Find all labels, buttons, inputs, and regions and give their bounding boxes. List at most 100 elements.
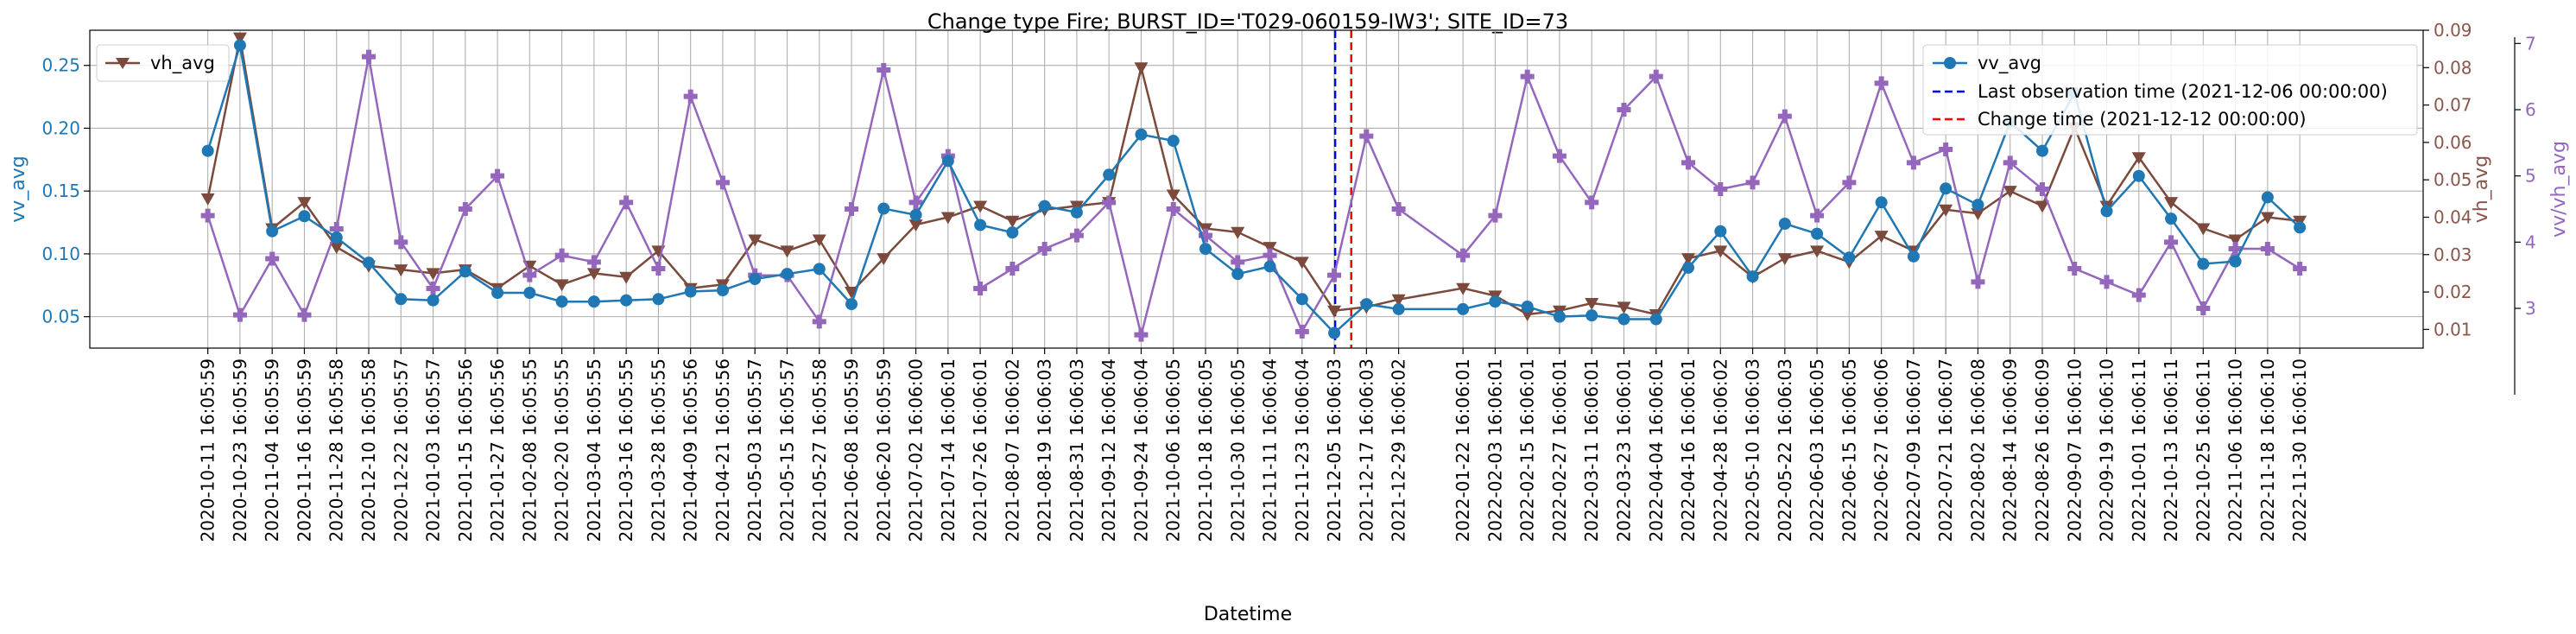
data-point-vv-vh-avg <box>1842 175 1857 190</box>
data-point-vv-vh-avg <box>2260 242 2275 256</box>
data-point-vv-vh-avg <box>812 314 826 329</box>
data-point-vv-avg <box>1907 250 1920 263</box>
x-tick-label: 2022-01-22 16:06:01 <box>1453 358 1473 542</box>
x-tick-label: 2022-02-03 16:06:01 <box>1484 358 1505 542</box>
data-point-vv-vh-avg <box>1906 155 1921 170</box>
y-axis-label-vv-vh-avg: vv/vh_avg <box>2548 141 2570 238</box>
x-tick-label: 2021-05-27 16:05:58 <box>809 358 830 542</box>
axes: 2020-10-11 16:05:59 2020-10-23 16:05:59 20… <box>41 20 2535 542</box>
data-point-vv-vh-avg <box>683 89 698 104</box>
x-tick-label: 2022-03-11 16:06:01 <box>1581 358 1602 542</box>
x-tick-label: 2022-02-27 16:06:01 <box>1549 358 1570 542</box>
x-tick-label: 2020-11-16 16:05:59 <box>294 358 314 542</box>
data-point-vv-vh-avg <box>361 49 376 64</box>
x-tick-label: 2022-02-15 16:06:01 <box>1517 358 1538 542</box>
x-tick-label: 2021-12-29 16:06:02 <box>1389 358 1409 542</box>
x-tick-label: 2022-05-10 16:06:03 <box>1743 358 1763 542</box>
data-point-vv-vh-avg <box>1102 195 1117 210</box>
data-point-vv-avg <box>620 294 633 307</box>
data-point-vv-vh-avg <box>1037 242 1052 256</box>
x-tick-label: 2022-08-02 16:06:08 <box>1967 358 1988 542</box>
data-point-vv-vh-avg <box>2228 242 2243 256</box>
data-point-vh-avg <box>1681 253 1696 266</box>
y-tick-label-vh-avg: 0.03 <box>2434 244 2472 265</box>
data-point-vh-avg <box>586 268 601 281</box>
legend-marker-vh-avg <box>116 58 130 69</box>
data-point-vv-vh-avg <box>522 268 537 282</box>
data-point-vh-avg <box>297 197 312 210</box>
data-point-vh-avg <box>2003 186 2017 199</box>
data-point-vh-avg <box>877 253 891 266</box>
data-point-vv-vh-avg <box>2035 182 2049 196</box>
legend-right: vv_avg Last observation time (2021-12-06… <box>1922 44 2418 136</box>
data-point-vv-avg <box>2294 221 2307 234</box>
x-tick-label: 2022-04-16 16:06:01 <box>1678 358 1699 542</box>
x-tick-label: 2020-12-22 16:05:57 <box>390 358 411 542</box>
data-point-vv-avg <box>974 219 987 231</box>
x-tick-label: 2021-07-02 16:06:00 <box>906 358 927 542</box>
data-point-vv-vh-avg <box>1585 195 1599 210</box>
data-point-vv-vh-avg <box>877 63 891 77</box>
data-point-vv-avg <box>2197 257 2210 270</box>
data-point-vh-avg <box>1231 226 1245 239</box>
data-point-vv-vh-avg <box>2196 301 2211 315</box>
x-tick-label: 2021-05-03 16:05:57 <box>744 358 765 542</box>
data-point-vv-vh-avg <box>1359 129 1374 143</box>
data-point-vv-vh-avg <box>1777 109 1792 124</box>
data-point-vv-vh-avg <box>1231 255 1245 269</box>
data-point-vh-avg <box>1713 245 1728 258</box>
data-point-vh-avg <box>426 268 440 281</box>
data-point-vv-vh-avg <box>1488 208 1503 223</box>
x-tick-label: 2021-01-27 16:05:56 <box>487 358 508 542</box>
x-axis-label: Datetime <box>1204 604 1292 625</box>
data-point-vv-vh-avg <box>2067 262 2082 276</box>
data-point-vv-vh-avg <box>458 202 472 216</box>
data-point-vv-avg <box>1489 295 1502 308</box>
x-tick-label: 2021-07-14 16:06:01 <box>938 358 959 542</box>
y-tick-label-vh-avg: 0.01 <box>2434 319 2472 339</box>
data-point-vv-avg <box>459 265 472 278</box>
y-tick-label-vv-avg: 0.10 <box>41 244 80 264</box>
data-point-vh-avg <box>2260 212 2275 225</box>
data-point-vv-avg <box>2261 191 2274 204</box>
x-tick-label: 2022-10-25 16:06:11 <box>2193 358 2213 542</box>
data-point-vv-avg <box>684 285 697 298</box>
y-tick-label-vh-avg: 0.02 <box>2434 282 2472 302</box>
data-point-vv-avg <box>1038 200 1051 212</box>
data-point-vh-avg <box>232 32 247 45</box>
x-tick-label: 2021-11-23 16:06:04 <box>1292 358 1313 542</box>
y-tick-label-vh-avg: 0.05 <box>2434 169 2472 190</box>
data-point-vv-vh-avg <box>200 208 215 223</box>
y-tick-label-vv-vh-avg: 7 <box>2525 33 2536 54</box>
x-tick-label: 2022-06-03 16:06:05 <box>1807 358 1827 542</box>
x-tick-label: 2022-04-28 16:06:02 <box>1710 358 1731 542</box>
x-tick-label: 2022-10-13 16:06:11 <box>2161 358 2181 542</box>
data-point-vv-vh-avg <box>394 235 408 250</box>
data-point-vv-avg <box>1585 309 1598 322</box>
x-tick-label: 2021-08-31 16:06:03 <box>1066 358 1087 542</box>
data-point-vh-avg <box>2164 197 2179 210</box>
data-point-vh-avg <box>1520 309 1535 322</box>
x-tick-label: 2021-10-06 16:06:05 <box>1163 358 1184 542</box>
x-tick-label: 2022-05-22 16:06:03 <box>1775 358 1795 542</box>
data-point-vh-avg <box>1391 294 1406 307</box>
data-point-vv-avg <box>491 287 504 299</box>
data-point-vv-vh-avg <box>2131 288 2146 302</box>
data-point-vv-avg <box>2035 144 2048 157</box>
data-point-vv-avg <box>1199 243 1212 256</box>
x-tick-label: 2021-04-21 16:05:56 <box>712 358 733 542</box>
x-tick-label: 2020-11-04 16:05:59 <box>262 358 282 542</box>
x-tick-label: 2020-11-28 16:05:58 <box>326 358 347 542</box>
data-point-vv-avg <box>1457 302 1470 315</box>
data-point-vv-vh-avg <box>651 262 666 276</box>
data-point-vv-vh-avg <box>973 282 988 295</box>
data-point-vv-vh-avg <box>1713 182 1728 196</box>
data-point-vv-vh-avg <box>1617 103 1631 117</box>
y-axis-label-vv-avg: vv_avg <box>8 155 29 223</box>
data-point-vv-vh-avg <box>908 195 923 210</box>
x-tick-label: 2021-01-03 16:05:57 <box>423 358 444 542</box>
data-point-vh-avg <box>780 245 794 258</box>
y-tick-label-vh-avg: 0.07 <box>2434 95 2472 116</box>
data-point-vh-avg <box>940 212 955 225</box>
data-point-vv-avg <box>1649 313 1662 326</box>
